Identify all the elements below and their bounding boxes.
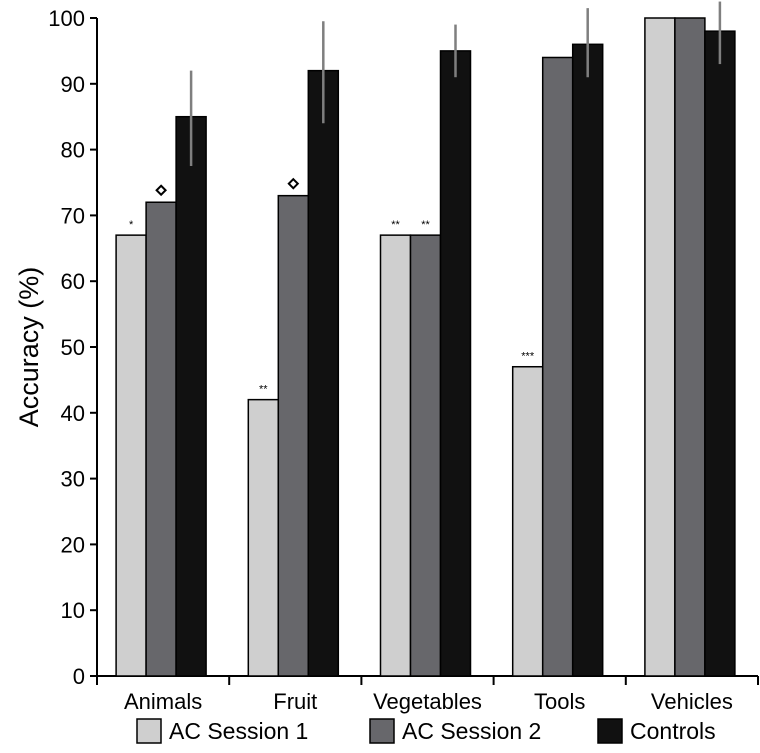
x-axis: Animals Fruit Vegetables Tools Vehicles: [96, 675, 759, 714]
bar: [439, 50, 472, 677]
bar: [644, 17, 676, 677]
y-tick-label: 80: [61, 138, 85, 163]
x-tick-label: Animals: [124, 689, 202, 714]
y-tick-label: 70: [61, 203, 85, 228]
significance-marker: **: [259, 384, 268, 396]
legend-label: AC Session 2: [402, 718, 541, 744]
bar: [247, 398, 280, 677]
bar: [409, 234, 442, 677]
bar: [307, 69, 340, 677]
legend-swatch: [136, 718, 162, 744]
bar: [175, 115, 207, 677]
x-tick-label: Vegetables: [373, 689, 482, 714]
bar: [511, 365, 544, 677]
significance-annotations: ***** *****: [129, 177, 535, 396]
y-tick-label: 40: [61, 401, 85, 426]
bar: [277, 194, 310, 677]
legend-swatch: [597, 718, 623, 744]
y-tick-label: 60: [61, 269, 85, 294]
bar: [571, 43, 604, 677]
y-tick-label: 10: [61, 598, 85, 623]
significance-marker: ***: [521, 351, 535, 363]
annotation-diamond-icon: [287, 177, 300, 190]
error-bars: [189, 1, 722, 167]
y-tick-label: 0: [73, 664, 85, 689]
bar: [704, 30, 736, 677]
x-tick-label: Fruit: [273, 689, 317, 714]
y-tick-label: 20: [61, 532, 85, 557]
legend: AC Session 1 AC Session 2 Controls: [136, 718, 716, 744]
bar: [674, 17, 706, 677]
y-axis: 0 10 20 30 40 50 60 70 80 90 100: [48, 6, 98, 689]
y-tick-label: 50: [61, 335, 85, 360]
y-tick-label: 90: [61, 72, 85, 97]
significance-marker: **: [421, 219, 430, 231]
bar: [541, 56, 574, 677]
legend-label: AC Session 1: [169, 718, 308, 744]
bar: [115, 234, 147, 677]
annotation-diamond-icon: [155, 184, 168, 197]
bars: [115, 17, 736, 677]
bar: [379, 234, 412, 677]
significance-marker: *: [129, 219, 134, 231]
legend-label: Controls: [630, 718, 716, 744]
legend-swatch: [369, 718, 395, 744]
x-tick-label: Vehicles: [651, 689, 733, 714]
y-axis-title: Accuracy (%): [14, 267, 44, 428]
y-tick-label: 100: [48, 6, 85, 31]
y-tick-label: 30: [61, 467, 85, 492]
bar: [145, 201, 177, 677]
x-tick-label: Tools: [534, 689, 585, 714]
significance-marker: **: [391, 219, 400, 231]
